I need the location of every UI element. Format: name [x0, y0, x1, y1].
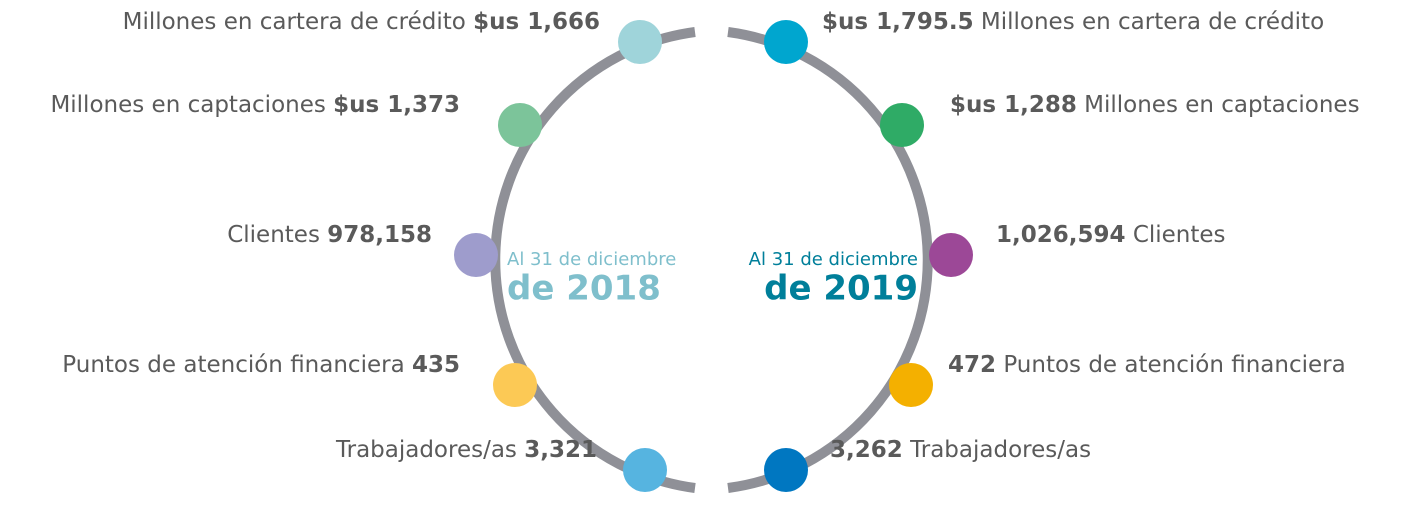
dot: [880, 103, 924, 147]
right-heading: Al 31 de diciembre: [749, 249, 918, 270]
dot: [454, 233, 498, 277]
dot: [618, 20, 662, 64]
item-label: Trabajadores/as: [335, 437, 517, 463]
dot: [929, 233, 973, 277]
item-text: Millones en cartera de crédito $us 1,666: [123, 9, 600, 35]
item-label: Millones en captaciones: [1084, 92, 1359, 118]
item-label: Clientes: [227, 222, 320, 248]
item-value: $us 1,288: [950, 92, 1077, 118]
item-text: Clientes 978,158: [227, 222, 432, 248]
item-text: $us 1,795.5 Millones en cartera de crédi…: [822, 9, 1324, 35]
left-heading: Al 31 de diciembre: [507, 249, 676, 270]
dot: [889, 363, 933, 407]
item-label: Trabajadores/as: [909, 437, 1091, 463]
item-label: Millones en cartera de crédito: [123, 9, 466, 35]
item-value: 435: [412, 352, 460, 378]
item-text: Trabajadores/as 3,321: [335, 437, 597, 463]
item-label: Puntos de atención financiera: [1003, 352, 1345, 378]
item-label: Clientes: [1133, 222, 1226, 248]
item-label: Millones en captaciones: [50, 92, 325, 118]
item-value: 3,321: [524, 437, 597, 463]
dot: [764, 20, 808, 64]
dot: [493, 363, 537, 407]
item-text: 472 Puntos de atención financiera: [948, 352, 1346, 378]
item-value: $us 1,373: [333, 92, 460, 118]
left-year: de 2018: [507, 269, 661, 309]
item-label: Millones en cartera de crédito: [981, 9, 1324, 35]
item-value: 978,158: [327, 222, 432, 248]
dot: [764, 448, 808, 492]
dot: [498, 103, 542, 147]
item-text: Puntos de atención financiera 435: [62, 352, 460, 378]
item-text: 3,262 Trabajadores/as: [830, 437, 1091, 463]
item-text: $us 1,288 Millones en captaciones: [950, 92, 1360, 118]
item-value: 3,262: [830, 437, 903, 463]
item-value: $us 1,795.5: [822, 9, 974, 35]
ring-right: [727, 27, 933, 493]
item-value: 1,026,594: [996, 222, 1126, 248]
item-text: 1,026,594 Clientes: [996, 222, 1226, 248]
item-label: Puntos de atención financiera: [62, 352, 412, 378]
right-year: de 2019: [764, 269, 918, 309]
item-value: 472: [948, 352, 996, 378]
dot: [623, 448, 667, 492]
item-value: $us 1,666: [473, 9, 600, 35]
item-text: Millones en captaciones $us 1,373: [50, 92, 460, 118]
